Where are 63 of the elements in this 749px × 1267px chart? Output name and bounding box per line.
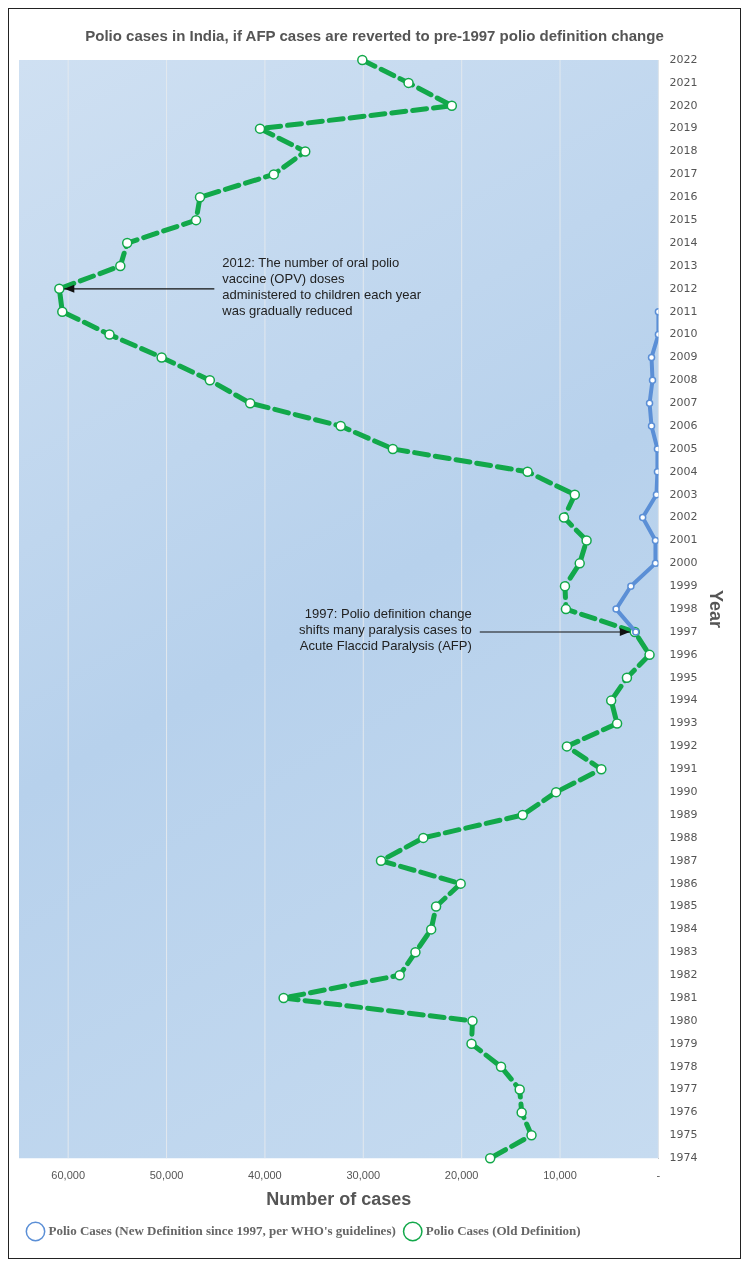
- y-tick-label: 1999: [669, 579, 698, 593]
- y-tick-label: 1990: [669, 784, 698, 798]
- y-tick-label: 1977: [669, 1082, 698, 1096]
- y-tick-label: 1974: [669, 1151, 698, 1165]
- y-tick-label: 2011: [669, 304, 698, 318]
- x-tick-label: 40,000: [248, 1168, 282, 1181]
- x-tick-label: 60,000: [51, 1168, 86, 1181]
- y-tick-label: 1996: [669, 647, 698, 661]
- y-tick-label: 1991: [669, 762, 698, 776]
- y-tick-label: 2016: [669, 190, 698, 204]
- legend-label: Polio Cases (New Definition since 1997, per WHO's guidelines): [48, 1222, 396, 1238]
- y-tick-label: 1981: [669, 990, 698, 1004]
- y-tick-label: 2021: [669, 75, 698, 89]
- y-tick-label: 2014: [669, 235, 698, 249]
- y-tick-label: 2007: [669, 396, 698, 410]
- y-tick-label: 2002: [669, 510, 698, 524]
- x-tick-label: 30,000: [346, 1168, 381, 1181]
- y-tick-label: 2004: [669, 464, 698, 478]
- annotation: 2012: The number of oral polio vaccine (OPV) doses administered to children each year was gradually reduced: [221, 254, 422, 318]
- y-tick-label: 1983: [669, 945, 698, 959]
- y-tick-label: 2009: [669, 350, 698, 364]
- y-tick-label: 2022: [669, 52, 698, 66]
- y-tick-label: 1985: [669, 899, 698, 913]
- y-tick-label: 1986: [669, 876, 698, 890]
- y-tick-label: 1987: [669, 853, 698, 867]
- y-tick-label: 1997: [669, 624, 698, 638]
- y-tick-label: 2010: [669, 327, 698, 341]
- y-tick-label: 2018: [669, 144, 698, 158]
- x-tick-label: 20,000: [444, 1168, 479, 1181]
- y-tick-label: 2006: [669, 418, 698, 432]
- y-tick-label: 1988: [669, 830, 698, 844]
- y-tick-label: 1979: [669, 1036, 698, 1050]
- y-tick-label: 1993: [669, 716, 698, 730]
- y-tick-label: 2005: [669, 441, 698, 455]
- annotation: 1997: Polio definition change shifts many paralysis cases to Acute Flaccid Paralysis (AFP): [299, 606, 472, 654]
- legend-label: Polio Cases (Old Definition): [425, 1222, 581, 1238]
- y-tick-label: 2008: [669, 373, 698, 387]
- y-tick-label: 2012: [669, 281, 698, 295]
- y-tick-label: 1984: [669, 922, 698, 936]
- y-tick-label: 1976: [669, 1105, 698, 1119]
- y-tick-label: 1992: [669, 739, 698, 753]
- x-tick-label: 10,000: [543, 1168, 577, 1181]
- y-tick-label: 2019: [669, 121, 698, 135]
- y-tick-label: 1989: [669, 807, 698, 821]
- y-tick-label: 2017: [669, 167, 698, 181]
- y-tick-label: 1975: [669, 1128, 698, 1142]
- y-axis-title: Year: [706, 590, 727, 629]
- chart-title: Polio cases in India, if AFP cases are reverted to pre-1997 polio definition change: [85, 27, 664, 45]
- x-tick-label: 50,000: [149, 1168, 184, 1181]
- y-tick-label: 1995: [669, 670, 698, 684]
- y-tick-label: 1998: [669, 601, 698, 615]
- y-tick-label: 2013: [669, 258, 698, 272]
- y-tick-label: 1978: [669, 1059, 698, 1073]
- x-axis-title: Number of cases: [266, 1189, 412, 1210]
- y-tick-label: 1980: [669, 1013, 698, 1027]
- x-tick-label: -: [656, 1168, 661, 1181]
- y-tick-label: 2020: [669, 98, 698, 112]
- y-tick-label: 1994: [669, 693, 698, 707]
- y-tick-label: 2015: [669, 213, 698, 227]
- y-tick-label: 2001: [669, 533, 698, 547]
- y-tick-label: 1982: [669, 968, 698, 982]
- y-tick-label: 2000: [669, 556, 698, 570]
- y-tick-label: 2003: [669, 487, 698, 501]
